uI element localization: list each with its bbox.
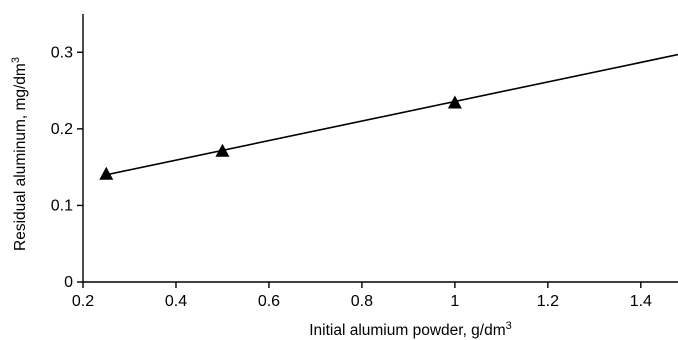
data-point-triangle [215, 143, 230, 157]
y-tick-label: 0 [64, 274, 73, 291]
x-axis-label-superscript: 3 [506, 320, 512, 332]
x-tick-label: 0.8 [351, 293, 373, 310]
x-tick-label: 0.2 [72, 293, 94, 310]
x-axis-label: Initial alumium powder, g/dm3 [309, 320, 512, 339]
x-tick-label: 0.4 [165, 293, 187, 310]
x-tick-label: 0.6 [258, 293, 280, 310]
y-axis-ticks: 0 0.1 0.2 0.3 [51, 44, 83, 291]
y-axis-label-superscript: 3 [10, 57, 22, 63]
x-tick-label: 1.2 [537, 293, 559, 310]
x-axis-label-text: Initial alumium powder, g/dm [309, 322, 505, 339]
data-point-triangle [99, 166, 114, 180]
x-tick-label: 1 [450, 293, 459, 310]
data-point-triangle [447, 95, 462, 109]
y-axis-label: Residual aluminum, mg/dm3 [10, 57, 29, 251]
trend-line [106, 53, 678, 176]
y-tick-label: 0.3 [51, 44, 73, 61]
x-tick-label: 1.4 [630, 293, 652, 310]
y-tick-label: 0.1 [51, 197, 73, 214]
y-axis-label-text: Residual aluminum, mg/dm [12, 63, 29, 251]
data-points [99, 95, 462, 180]
y-tick-label: 0.2 [51, 121, 73, 138]
x-axis-ticks: 0.2 0.4 0.6 0.8 1 1.2 1.4 [72, 282, 652, 310]
